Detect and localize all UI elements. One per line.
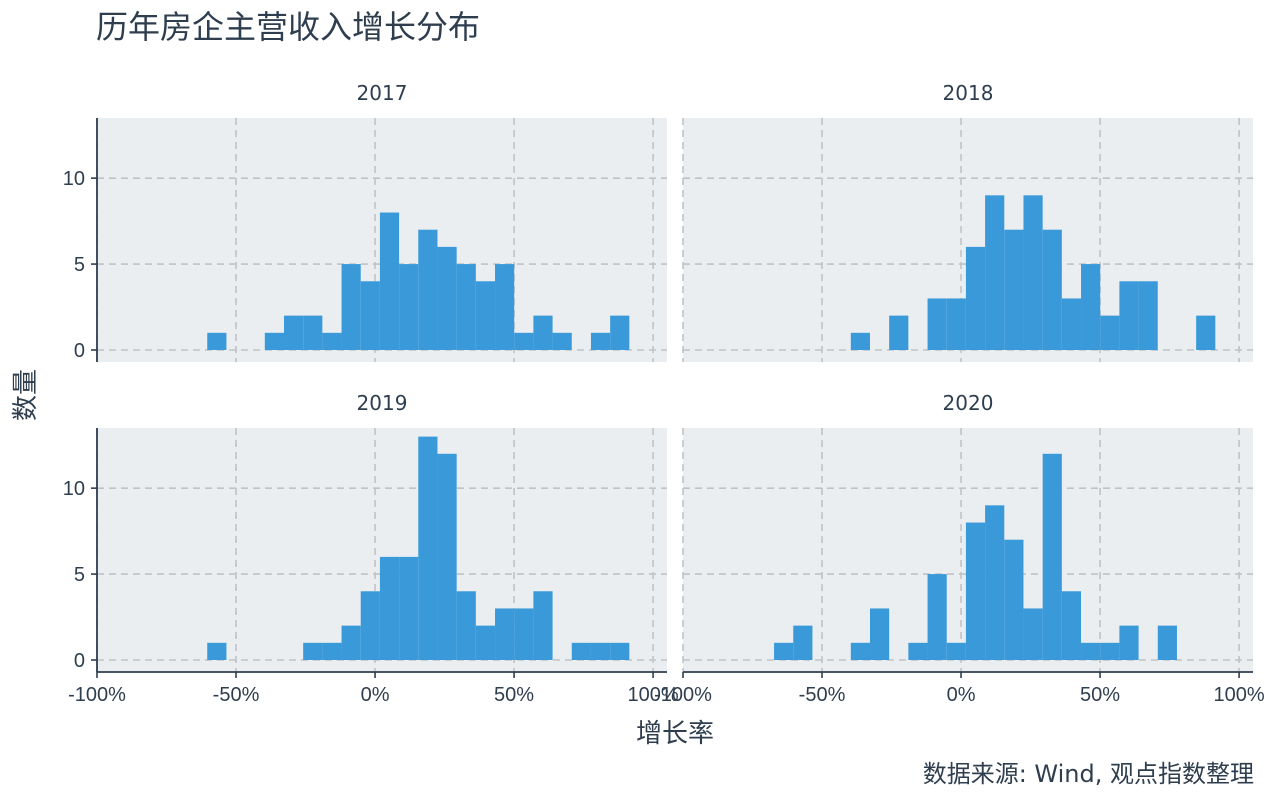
histogram-bar <box>1119 281 1139 350</box>
histogram-bar <box>1004 229 1024 350</box>
histogram-bar <box>1100 642 1120 660</box>
facet-panel-2017: 2017 0 5 10 <box>63 81 667 362</box>
histogram-bar <box>793 625 813 660</box>
chart-title: 历年房企主营收入增长分布 <box>96 8 480 46</box>
histogram-bar <box>1023 195 1043 350</box>
histogram-bar <box>456 264 476 350</box>
histogram-bar <box>399 264 419 350</box>
x-tick-label: 0% <box>947 684 976 706</box>
histogram-bar <box>207 332 227 350</box>
histogram-bar <box>437 246 457 350</box>
histogram-bar <box>850 332 870 350</box>
histogram-bar <box>774 642 794 660</box>
histogram-bar <box>475 625 496 660</box>
histogram-bar <box>1119 625 1139 660</box>
histogram-bar <box>1042 453 1062 660</box>
histogram-bar <box>1100 315 1120 350</box>
histogram-bar <box>495 264 515 350</box>
facet-panel-2018: 2018 <box>682 81 1253 362</box>
histogram-bar <box>418 229 438 350</box>
facet-panel-2019: 2019 0 5 10 -100% -50% 0% 50% 100% <box>63 391 679 706</box>
y-tick-label: 10 <box>63 478 85 500</box>
histogram-bar <box>379 212 400 350</box>
data-source-caption: 数据来源: Wind, 观点指数整理 <box>923 760 1254 788</box>
histogram-bar <box>908 642 928 660</box>
facet-label-2017: 2017 <box>357 81 408 105</box>
histogram-bar <box>456 591 476 660</box>
histogram-bar <box>590 642 611 660</box>
histogram-bar <box>1061 591 1082 660</box>
histogram-bar <box>985 195 1005 350</box>
x-tick-label: 100% <box>628 684 679 706</box>
histogram-bar <box>418 436 438 660</box>
histogram-bar <box>437 453 457 660</box>
histogram-bar <box>965 246 986 350</box>
y-tick-label: 0 <box>74 650 85 672</box>
histogram-bar <box>322 332 342 350</box>
histogram-bar <box>610 642 630 660</box>
histogram-bar <box>533 591 553 660</box>
histogram-bar <box>1023 608 1043 660</box>
facet-panel-2020: 2020 -100% -50% 0% 50% 100% <box>654 391 1265 706</box>
x-tick-label: -100% <box>654 684 712 706</box>
y-tick-label: 5 <box>74 254 85 276</box>
x-tick-label: -50% <box>799 684 846 706</box>
histogram-bar <box>322 642 342 660</box>
histogram-bar <box>533 315 553 350</box>
x-axis-title: 增长率 <box>636 719 714 749</box>
x-tick-label: 0% <box>361 684 390 706</box>
histogram-bar <box>379 556 400 660</box>
x-tick-label: 100% <box>1214 684 1265 706</box>
histogram-bar <box>869 608 890 660</box>
histogram-bar <box>850 642 870 660</box>
x-tick-label: 50% <box>1080 684 1120 706</box>
histogram-bar <box>341 264 361 350</box>
histogram-bar <box>360 591 380 660</box>
histogram-bar <box>1196 315 1216 350</box>
histogram-bar <box>1042 229 1062 350</box>
y-tick-label: 5 <box>74 564 85 586</box>
histogram-bar <box>927 574 947 660</box>
histogram-bar <box>590 332 611 350</box>
histogram-bar <box>207 642 227 660</box>
y-tick-label: 10 <box>63 168 85 190</box>
histogram-bar <box>341 625 361 660</box>
histogram-bar <box>514 608 534 660</box>
histogram-bar <box>399 556 419 660</box>
histogram-bar <box>927 298 947 350</box>
x-tick-label: 50% <box>494 684 534 706</box>
histogram-bar <box>1157 625 1177 660</box>
histogram-bar <box>1138 281 1158 350</box>
histogram-bar <box>571 642 591 660</box>
histogram-bar <box>1081 642 1101 660</box>
histogram-bar <box>946 298 966 350</box>
histogram-bar <box>965 522 986 660</box>
histogram-bar <box>1081 264 1101 350</box>
histogram-bar <box>946 642 966 660</box>
facet-label-2018: 2018 <box>943 81 994 105</box>
histogram-bar <box>1061 298 1082 350</box>
histogram-bar <box>264 332 284 350</box>
histogram-bar <box>1004 539 1024 660</box>
histogram-bar <box>985 505 1005 660</box>
y-axis-title: 数量 <box>11 369 41 421</box>
histogram-bar <box>495 608 515 660</box>
histogram-bar <box>552 332 572 350</box>
facet-label-2020: 2020 <box>943 391 994 415</box>
x-tick-label: -100% <box>68 684 126 706</box>
y-tick-label: 0 <box>74 340 85 362</box>
histogram-bar <box>889 315 909 350</box>
histogram-bar <box>283 315 304 350</box>
histogram-bar <box>303 315 323 350</box>
histogram-bar <box>360 281 380 350</box>
x-tick-label: -50% <box>213 684 260 706</box>
histogram-bar <box>303 642 323 660</box>
histogram-bar <box>475 281 496 350</box>
histogram-bar <box>610 315 630 350</box>
facet-label-2019: 2019 <box>357 391 408 415</box>
histogram-bar <box>514 332 534 350</box>
